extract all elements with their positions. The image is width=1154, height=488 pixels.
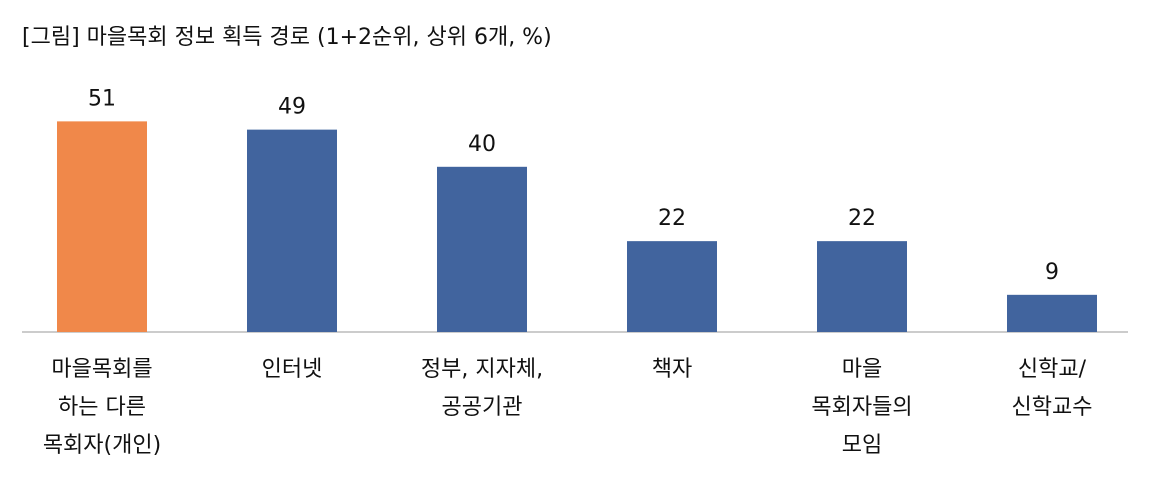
value-label: 22	[848, 206, 876, 231]
x-tick-label: 마을	[842, 357, 882, 382]
x-tick-label: 책자	[652, 357, 692, 382]
value-label: 22	[658, 206, 686, 231]
value-label: 51	[88, 86, 116, 111]
x-tick-label: 정부, 지자체,	[421, 357, 543, 382]
x-tick-label: 마을목회를	[51, 357, 152, 382]
chart-title: [그림] 마을목회 정보 획득 경로 (1+2순위, 상위 6개, %)	[22, 25, 552, 50]
value-label: 40	[468, 132, 496, 157]
bar	[247, 129, 337, 332]
bar	[627, 241, 717, 332]
bar	[57, 121, 147, 333]
x-tick-label: 신학교/	[1018, 357, 1087, 382]
bar	[817, 241, 907, 332]
x-tick-label: 신학교수	[1012, 395, 1093, 420]
x-tick-label: 목회자들의	[811, 395, 912, 420]
value-label: 49	[278, 95, 306, 120]
x-tick-label: 공공기관	[442, 395, 523, 420]
x-tick-label: 모임	[842, 433, 882, 458]
bar	[1007, 294, 1097, 332]
bar	[437, 166, 527, 332]
x-tick-label: 하는 다른	[58, 395, 146, 420]
x-tick-label: 목회자(개인)	[43, 433, 161, 458]
value-label: 9	[1045, 260, 1059, 285]
x-tick-label: 인터넷	[262, 357, 323, 382]
